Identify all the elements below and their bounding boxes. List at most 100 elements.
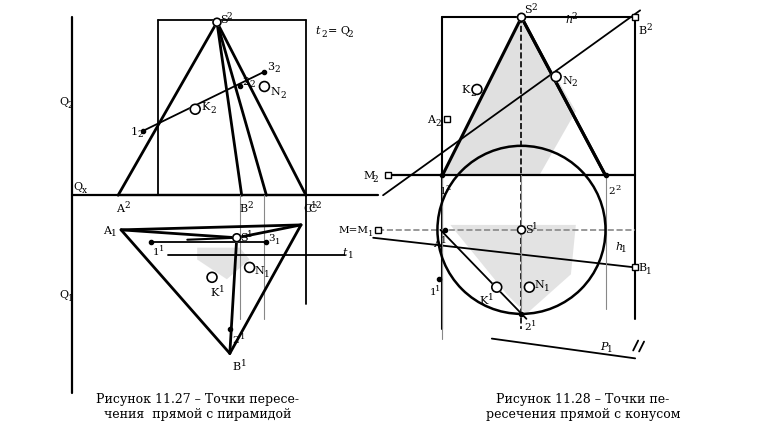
Circle shape (260, 82, 270, 92)
Text: A: A (116, 204, 124, 214)
Text: 1: 1 (607, 344, 612, 353)
Text: = Q: = Q (328, 26, 350, 36)
Polygon shape (451, 225, 576, 314)
Text: 1: 1 (219, 285, 225, 294)
Text: 1: 1 (532, 222, 538, 230)
Text: P: P (601, 341, 608, 351)
Text: A: A (434, 238, 441, 248)
Text: K: K (210, 288, 218, 297)
Text: 2: 2 (124, 201, 130, 210)
Text: 1: 1 (68, 293, 74, 302)
Text: 1: 1 (646, 266, 652, 275)
Circle shape (551, 72, 561, 82)
Text: 2: 2 (322, 29, 327, 38)
Text: 2: 2 (242, 76, 249, 86)
Text: Q: Q (60, 289, 69, 299)
Text: S: S (240, 232, 247, 242)
Circle shape (245, 263, 255, 273)
Text: 2: 2 (280, 91, 286, 100)
Text: x: x (82, 186, 87, 195)
Circle shape (524, 282, 535, 292)
Text: Рисунок 11.28 – Точки пе-
ресечения прямой с конусом: Рисунок 11.28 – Точки пе- ресечения прям… (486, 392, 680, 420)
Text: C: C (303, 204, 312, 214)
Text: N: N (562, 75, 572, 85)
Text: B: B (240, 204, 248, 214)
Circle shape (492, 282, 502, 292)
Text: 1: 1 (430, 288, 436, 296)
Text: 3: 3 (267, 62, 274, 72)
Text: S: S (524, 5, 532, 15)
Text: t: t (343, 247, 347, 257)
Text: 2: 2 (138, 130, 144, 139)
Text: C: C (308, 204, 316, 214)
Text: N: N (535, 279, 544, 290)
Text: 1: 1 (264, 269, 270, 278)
Text: 2: 2 (445, 184, 451, 192)
Circle shape (517, 226, 525, 234)
Text: 3: 3 (268, 234, 275, 243)
Text: 1: 1 (488, 292, 493, 302)
Text: 2: 2 (470, 89, 476, 98)
Text: 1: 1 (131, 127, 138, 137)
Circle shape (190, 105, 200, 115)
Text: 1: 1 (311, 201, 317, 210)
Text: 1: 1 (347, 250, 354, 259)
Text: 1: 1 (368, 229, 374, 237)
Text: 2: 2 (210, 106, 216, 115)
Text: 1: 1 (240, 332, 245, 340)
Text: A: A (103, 225, 111, 235)
Text: 1: 1 (111, 229, 117, 238)
Text: 2: 2 (347, 29, 353, 38)
Text: Q: Q (74, 182, 82, 192)
Text: t: t (315, 26, 320, 36)
Text: B: B (638, 26, 646, 36)
Text: 1: 1 (531, 319, 537, 327)
Text: 2: 2 (233, 335, 239, 344)
Circle shape (517, 14, 525, 22)
Text: 1: 1 (241, 359, 246, 368)
Circle shape (472, 85, 482, 95)
Text: 1: 1 (441, 235, 447, 244)
Text: Q: Q (60, 97, 69, 107)
Circle shape (207, 273, 217, 282)
Text: 2: 2 (572, 79, 577, 88)
Text: N: N (255, 266, 264, 276)
Text: K: K (462, 85, 469, 95)
Text: N: N (270, 87, 280, 97)
Text: 1: 1 (159, 244, 164, 252)
Text: 2: 2 (274, 65, 280, 74)
Text: 2: 2 (249, 80, 255, 89)
Text: S: S (220, 15, 228, 25)
Text: 2: 2 (227, 12, 232, 21)
Text: 2: 2 (68, 101, 73, 109)
Text: 2: 2 (315, 201, 322, 210)
Text: 1: 1 (153, 247, 159, 256)
Text: 1: 1 (622, 245, 627, 253)
Text: K: K (201, 102, 210, 112)
Text: 1: 1 (246, 229, 253, 238)
Text: M=M: M=M (339, 226, 368, 235)
Text: Рисунок 11.27 – Точки пересе-
чения  прямой с пирамидой: Рисунок 11.27 – Точки пересе- чения прям… (96, 392, 298, 420)
Text: h: h (615, 241, 622, 251)
Text: 1: 1 (544, 283, 550, 292)
Text: 2: 2 (524, 322, 531, 331)
Polygon shape (442, 18, 576, 176)
Text: 2: 2 (615, 184, 621, 192)
Text: 1: 1 (275, 237, 280, 245)
Polygon shape (197, 248, 249, 279)
Text: M: M (364, 171, 375, 181)
Text: 2: 2 (372, 175, 378, 184)
Text: A: A (427, 115, 436, 125)
Circle shape (213, 19, 221, 27)
Text: 1: 1 (440, 187, 446, 196)
Text: B: B (233, 362, 241, 371)
Circle shape (233, 234, 241, 242)
Text: 2: 2 (531, 3, 537, 12)
Text: S: S (525, 225, 533, 234)
Text: 2: 2 (248, 201, 253, 210)
Text: 2: 2 (435, 118, 441, 127)
Text: K: K (479, 295, 487, 305)
Text: h: h (566, 15, 573, 25)
Text: 2: 2 (608, 187, 615, 196)
Text: 2: 2 (646, 23, 652, 32)
